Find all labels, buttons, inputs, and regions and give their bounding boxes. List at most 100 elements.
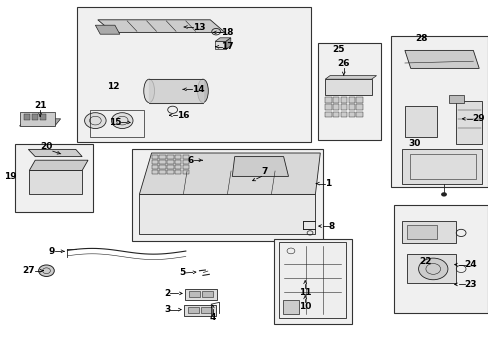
Bar [139, 194, 315, 234]
Bar [202, 291, 213, 297]
Text: 7: 7 [261, 167, 267, 176]
Text: 25: 25 [331, 45, 344, 54]
Bar [29, 171, 82, 194]
Bar [159, 160, 165, 164]
Polygon shape [225, 38, 230, 49]
Text: 10: 10 [298, 302, 311, 311]
Circle shape [418, 258, 447, 280]
Text: 26: 26 [337, 59, 349, 68]
Bar [151, 160, 158, 164]
Bar [325, 112, 331, 117]
Bar [356, 97, 362, 103]
Text: 6: 6 [187, 156, 194, 165]
Polygon shape [325, 76, 376, 79]
Bar [455, 101, 481, 144]
Circle shape [84, 113, 106, 129]
Text: 9: 9 [48, 247, 55, 256]
Polygon shape [28, 149, 82, 157]
Bar [325, 97, 331, 103]
Bar [356, 104, 362, 110]
Bar [183, 165, 189, 169]
Text: 18: 18 [221, 28, 234, 37]
Bar [159, 155, 165, 159]
Bar [167, 160, 173, 164]
Bar [340, 104, 346, 110]
Bar [175, 155, 181, 159]
Bar [215, 41, 225, 49]
Text: 2: 2 [163, 289, 170, 298]
Circle shape [440, 192, 446, 197]
Text: 28: 28 [414, 34, 427, 43]
Ellipse shape [143, 79, 154, 103]
Bar [159, 165, 165, 169]
Bar [340, 97, 346, 103]
Bar [348, 112, 354, 117]
Bar [332, 112, 339, 117]
Bar [175, 160, 181, 164]
Bar [183, 155, 189, 159]
Bar [201, 307, 212, 313]
Bar [278, 242, 346, 318]
Bar [325, 104, 331, 110]
Bar [325, 79, 371, 95]
Bar [151, 170, 158, 174]
Bar [409, 154, 475, 179]
Circle shape [111, 113, 133, 129]
Text: 30: 30 [407, 139, 420, 148]
Text: 21: 21 [34, 101, 46, 110]
Text: 5: 5 [179, 269, 185, 277]
Bar [183, 170, 189, 174]
Polygon shape [139, 153, 320, 194]
Bar [356, 112, 362, 117]
Bar [24, 114, 30, 120]
Bar [167, 155, 173, 159]
Bar [393, 205, 487, 313]
Text: 24: 24 [464, 260, 476, 269]
Bar [175, 170, 181, 174]
Polygon shape [98, 20, 224, 32]
Bar [390, 36, 487, 187]
Text: 22: 22 [418, 256, 431, 266]
Bar [407, 225, 436, 239]
Bar [32, 114, 38, 120]
Bar [348, 104, 354, 110]
Text: 17: 17 [221, 42, 234, 51]
Polygon shape [215, 38, 230, 41]
Bar [340, 112, 346, 117]
Bar [188, 291, 199, 297]
Text: 8: 8 [328, 222, 334, 231]
Text: 23: 23 [464, 280, 476, 289]
Text: 14: 14 [191, 85, 204, 94]
Text: 15: 15 [108, 118, 121, 127]
Text: 29: 29 [471, 114, 484, 123]
Bar [159, 170, 165, 174]
Text: 3: 3 [163, 305, 170, 314]
Polygon shape [404, 50, 478, 68]
Polygon shape [232, 157, 288, 176]
Bar [332, 97, 339, 103]
Bar [448, 95, 463, 103]
Text: 20: 20 [41, 142, 53, 151]
Text: 16: 16 [177, 111, 189, 120]
Bar [90, 110, 144, 137]
Polygon shape [29, 160, 88, 171]
Bar [402, 221, 455, 243]
Bar [15, 144, 93, 212]
Bar [167, 170, 173, 174]
Bar [40, 114, 46, 120]
Bar [402, 149, 481, 184]
Circle shape [39, 265, 54, 276]
Bar [151, 165, 158, 169]
Bar [282, 300, 299, 314]
Bar [184, 289, 216, 300]
Bar [183, 305, 215, 316]
Text: 11: 11 [298, 288, 311, 297]
Text: 19: 19 [4, 172, 17, 181]
Bar [187, 307, 198, 313]
Bar [175, 165, 181, 169]
Bar [77, 7, 310, 142]
Bar [348, 97, 354, 103]
Text: 27: 27 [22, 266, 35, 275]
Polygon shape [95, 25, 120, 34]
Bar [167, 165, 173, 169]
